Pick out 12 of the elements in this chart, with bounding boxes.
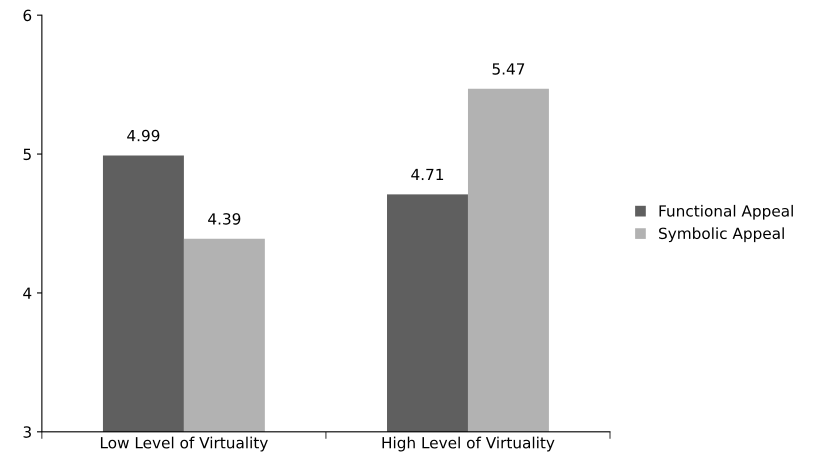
x-tick-label: High Level of Virtuality bbox=[382, 436, 554, 452]
y-tick-label: 3 bbox=[24, 426, 31, 438]
y-tick-label: 5 bbox=[24, 148, 31, 160]
data-label: 5.47 bbox=[492, 63, 524, 75]
y-tick-label: 4 bbox=[23, 288, 32, 299]
y-tick-label: 6 bbox=[23, 10, 32, 22]
legend-label: Functional Appeal bbox=[660, 204, 793, 220]
x-tick-label: Low Level of Virtuality bbox=[100, 436, 268, 452]
data-label: 4.71 bbox=[411, 168, 444, 180]
data-label: 4.39 bbox=[208, 213, 240, 225]
legend-label: Symbolic Appeal bbox=[659, 227, 784, 242]
data-label: 4.99 bbox=[127, 130, 160, 142]
